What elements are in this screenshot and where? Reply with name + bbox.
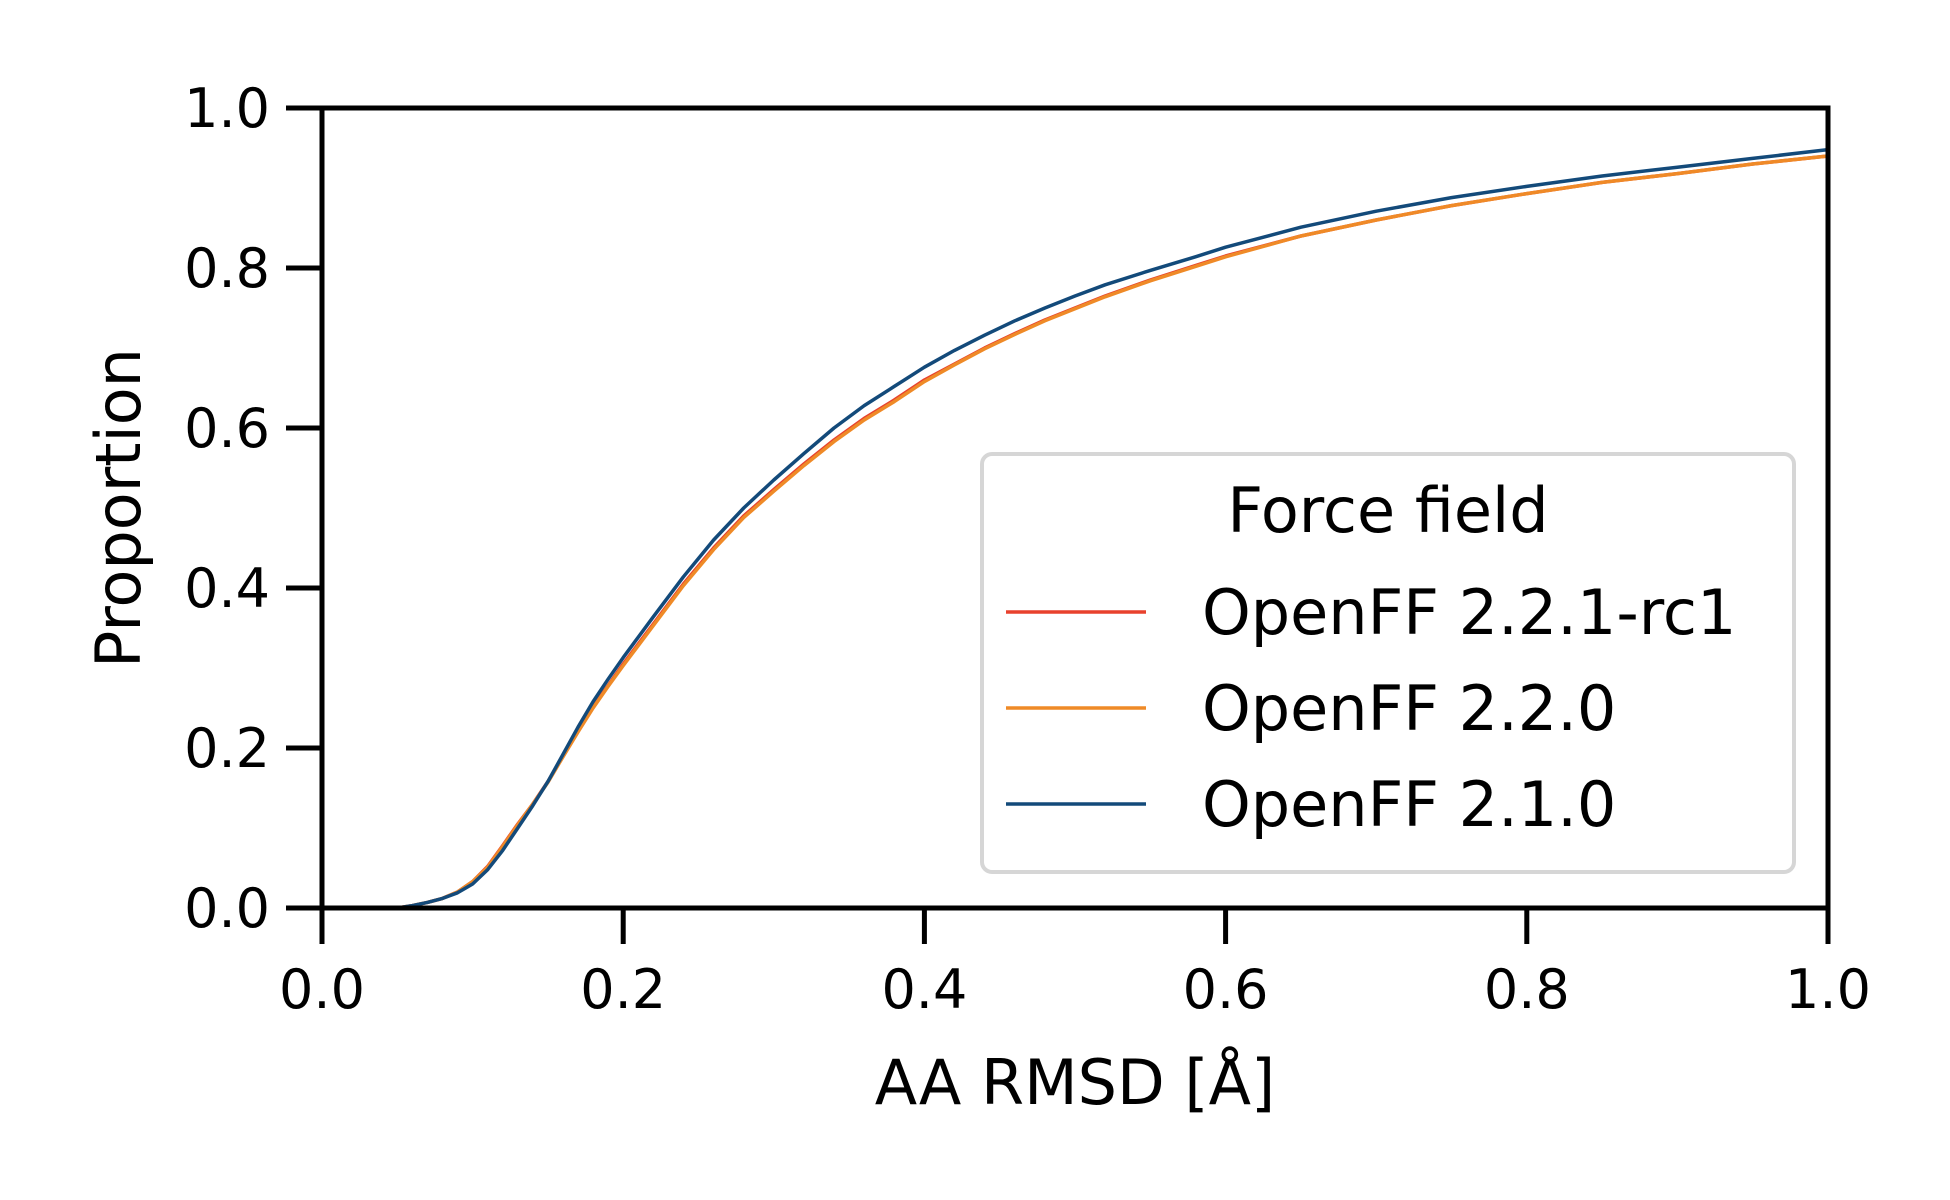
x-axis: 0.0 0.2 0.4 0.6 0.8 1.0: [279, 908, 1871, 1021]
legend-box: [980, 452, 1796, 874]
x-tick-label: 0.2: [580, 958, 666, 1021]
y-tick-label: 0.6: [184, 397, 270, 460]
x-tick-label: 0.0: [279, 958, 365, 1021]
y-tick-label: 1.0: [184, 77, 270, 140]
series-lines: [322, 147, 1829, 910]
x-axis-label: AA RMSD [Å]: [875, 1046, 1275, 1119]
y-axis-label: Proportion: [82, 348, 155, 668]
legend-entries: OpenFF 2.2.1-rc1 OpenFF 2.2.0 OpenFF 2.1.0: [1006, 576, 1736, 841]
x-tick-label: 0.8: [1484, 958, 1570, 1021]
y-tick-label: 0.0: [184, 877, 270, 940]
x-tick-label: 0.4: [881, 958, 967, 1021]
y-tick-label: 0.8: [184, 237, 270, 300]
series-line-3: [322, 147, 1829, 910]
y-axis: 0.0 0.2 0.4 0.6 0.8 1.0: [184, 77, 322, 940]
x-tick-label: 1.0: [1785, 958, 1871, 1021]
y-tick-label: 0.2: [184, 717, 270, 780]
x-tick-label: 0.6: [1183, 958, 1269, 1021]
y-tick-label: 0.4: [184, 557, 270, 620]
legend-label: OpenFF 2.2.1-rc1: [1202, 576, 1736, 649]
legend-label: OpenFF 2.2.0: [1202, 672, 1616, 745]
legend-title: Force field: [1227, 474, 1548, 547]
plot-frame: [319, 105, 1831, 911]
legend-label: OpenFF 2.1.0: [1202, 768, 1616, 841]
legend: Force field OpenFF 2.2.1-rc1 OpenFF 2.2.0…: [980, 452, 1796, 874]
